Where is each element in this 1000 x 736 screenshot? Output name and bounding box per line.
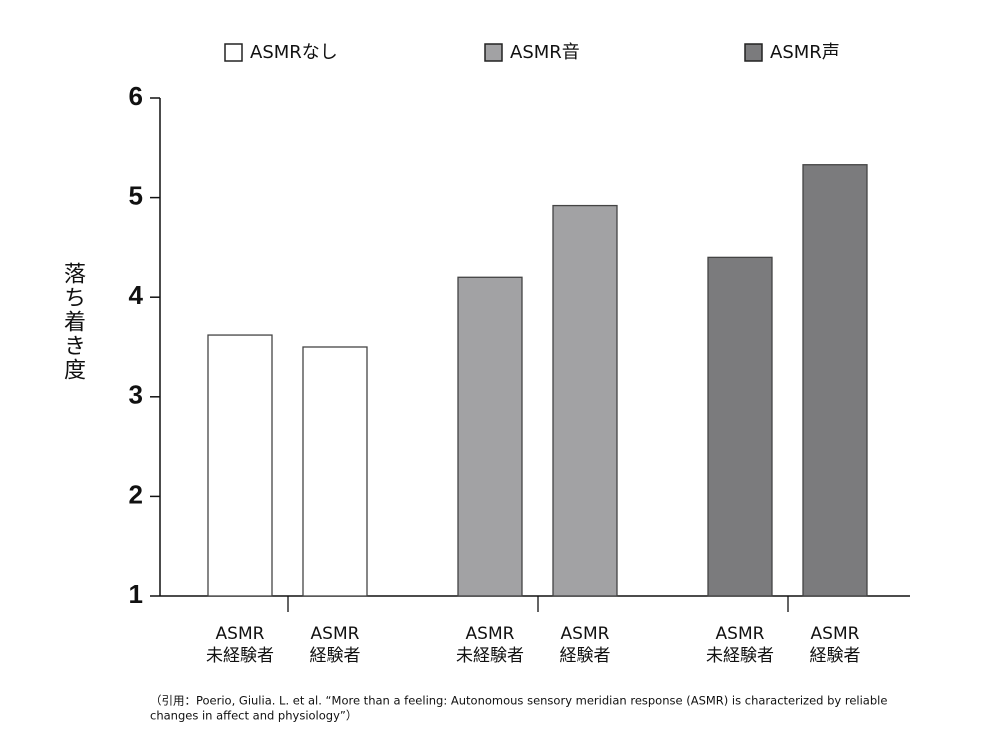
bar: [802, 164, 868, 597]
y-tick-label: 3: [129, 380, 143, 410]
x-tick-label: 未経験者: [206, 646, 274, 666]
y-tick-label: 6: [129, 81, 143, 111]
bar: [207, 334, 273, 597]
bar: [707, 256, 773, 597]
x-tick-label: 経験者: [560, 646, 611, 666]
y-tick-label: 4: [129, 280, 144, 310]
legend-swatch: [224, 43, 243, 62]
x-tick-label: ASMR: [311, 624, 360, 644]
bar: [302, 346, 368, 597]
bar: [457, 276, 523, 597]
x-tick-label: ASMR: [811, 624, 860, 644]
legend-label: ASMR音: [510, 42, 580, 63]
source-note: （引用：Poerio, Giulia. L. et al. “More than…: [150, 694, 887, 708]
x-tick-label: 未経験者: [706, 646, 774, 666]
y-tick-label: 5: [129, 180, 143, 210]
legend-label: ASMRなし: [250, 42, 338, 63]
x-tick-label: 経験者: [810, 646, 861, 666]
legend-label: ASMR声: [770, 42, 840, 63]
source-note: changes in affect and physiology”）: [150, 709, 357, 723]
bar: [552, 204, 618, 597]
x-tick-label: ASMR: [466, 624, 515, 644]
y-axis-label: 落ち着き度: [60, 262, 86, 382]
x-tick-label: 未経験者: [456, 646, 524, 666]
legend-swatch: [744, 43, 763, 62]
y-tick-label: 1: [129, 579, 143, 609]
x-tick-label: 経験者: [310, 646, 361, 666]
y-tick-label: 2: [129, 479, 143, 509]
legend-swatch: [484, 43, 503, 62]
x-tick-label: ASMR: [216, 624, 265, 644]
x-tick-label: ASMR: [561, 624, 610, 644]
x-tick-label: ASMR: [716, 624, 765, 644]
